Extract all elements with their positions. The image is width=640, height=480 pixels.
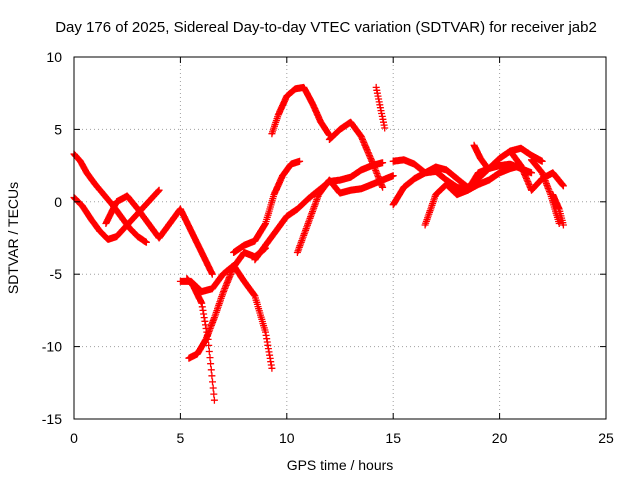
y-tick-label: -15	[42, 411, 62, 427]
x-tick-label: 15	[385, 430, 401, 446]
data-point-markers	[549, 191, 567, 229]
y-tick-label: -5	[50, 266, 63, 282]
data-point-markers	[70, 150, 150, 246]
data-point-markers	[325, 118, 387, 191]
series-track-3	[102, 192, 216, 278]
x-tick-label: 20	[492, 430, 508, 446]
y-tick-label: 5	[54, 121, 62, 137]
series-track-11	[325, 118, 387, 191]
y-axis-label: SDTVAR / TECUs	[5, 182, 21, 294]
series-track-12	[372, 83, 389, 132]
series-track-19	[549, 191, 567, 229]
x-tick-label: 0	[70, 430, 78, 446]
x-tick-label: 10	[279, 430, 295, 446]
x-tick-label: 25	[598, 430, 614, 446]
data-points	[70, 83, 567, 404]
x-tick-label: 5	[177, 430, 185, 446]
axis-ticks: 0 5 10 15 20 25 -15 -10 -5 0 5 10	[42, 49, 614, 446]
y-tick-label: 0	[54, 194, 62, 210]
data-point-markers	[389, 162, 525, 209]
plot-frame	[73, 56, 607, 420]
y-tick-label: 10	[46, 49, 62, 65]
series-track-17	[506, 147, 567, 194]
grid-lines	[74, 57, 606, 419]
data-point-markers	[506, 147, 567, 194]
chart-title: Day 176 of 2025, Sidereal Day-to-day VTE…	[55, 19, 597, 36]
data-point-markers	[470, 141, 491, 171]
data-point-markers	[102, 192, 216, 278]
data-point-markers	[268, 83, 333, 139]
data-point-markers	[372, 83, 389, 132]
series-track-16	[470, 141, 491, 171]
series-track-7	[230, 157, 304, 256]
series-track-13	[389, 162, 525, 209]
series-track-8	[268, 83, 333, 139]
series-track-1	[70, 150, 150, 246]
y-tick-label: -10	[42, 339, 62, 355]
data-point-markers	[230, 157, 304, 256]
x-axis-label: GPS time / hours	[287, 457, 394, 473]
